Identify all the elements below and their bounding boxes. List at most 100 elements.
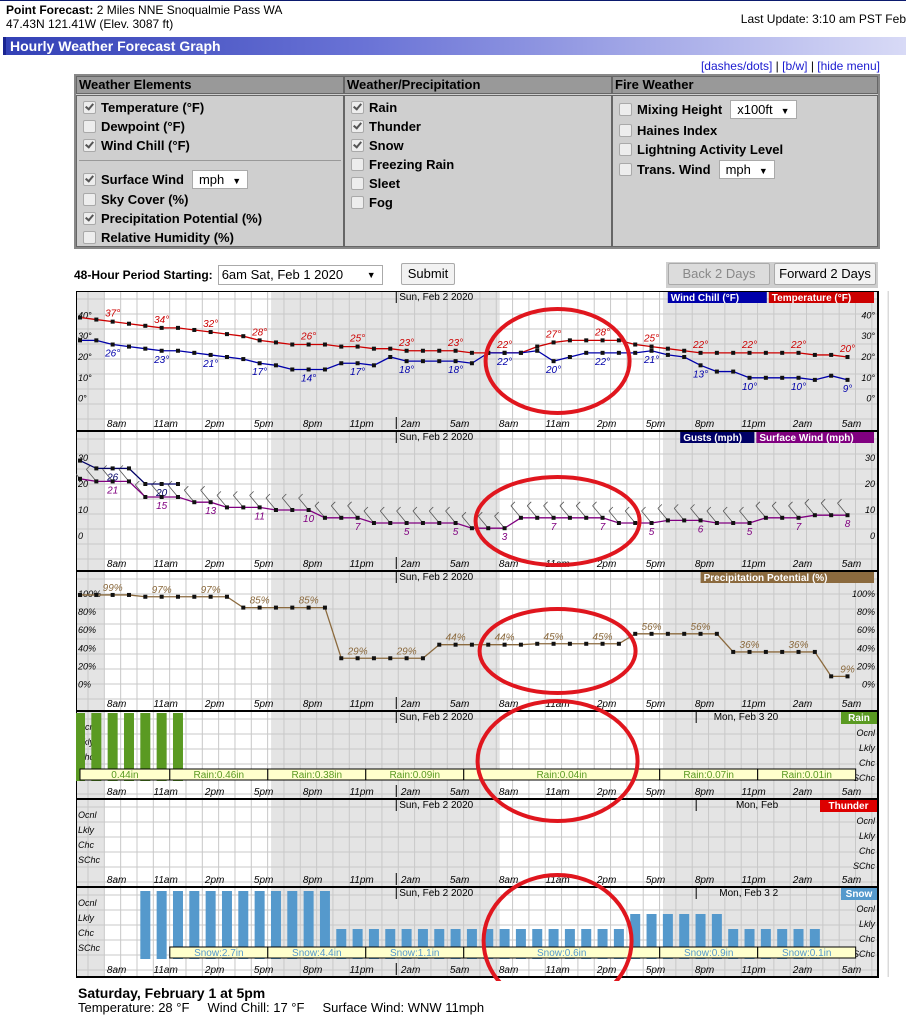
option-label: Fog — [369, 195, 393, 210]
svg-text:11pm: 11pm — [741, 965, 765, 976]
checkbox-icon[interactable] — [619, 124, 632, 137]
option-fog[interactable]: Fog — [351, 195, 393, 210]
svg-text:8pm: 8pm — [303, 965, 322, 976]
svg-text:8am: 8am — [499, 699, 518, 710]
option-haines-index[interactable]: Haines Index — [619, 123, 717, 138]
svg-text:Rain:0.07in: Rain:0.07in — [683, 770, 734, 781]
hide-menu-link[interactable]: [hide menu] — [817, 59, 880, 73]
svg-text:20%: 20% — [856, 661, 875, 671]
option-mixing-height[interactable]: Mixing Height x100ft ▼ — [619, 100, 797, 119]
option-thunder[interactable]: Thunder — [351, 119, 421, 134]
trans-wind-unit-select[interactable]: mph ▼ — [718, 160, 775, 179]
display-links: [dashes/dots] | [b/w] | [hide menu] — [701, 59, 880, 73]
checkbox-icon[interactable] — [619, 143, 632, 156]
svg-text:Chc: Chc — [78, 752, 95, 762]
option-trans-wind[interactable]: Trans. Wind mph ▼ — [619, 160, 775, 179]
option-snow[interactable]: Snow — [351, 138, 404, 153]
svg-text:Chc: Chc — [859, 846, 876, 856]
option-sky-cover[interactable]: Sky Cover (%) — [83, 192, 188, 207]
bw-link[interactable]: [b/w] — [782, 59, 808, 73]
period-selector: 48-Hour Period Starting: 6am Sat, Feb 1 … — [74, 265, 383, 285]
checkbox-icon[interactable] — [83, 120, 96, 133]
option-freezing-rain[interactable]: Freezing Rain — [351, 157, 454, 172]
svg-text:11am: 11am — [545, 419, 569, 430]
svg-text:8: 8 — [845, 519, 851, 530]
svg-text:5pm: 5pm — [646, 699, 665, 710]
svg-text:11pm: 11pm — [349, 559, 373, 570]
svg-text:0: 0 — [78, 531, 83, 541]
checkbox-icon[interactable] — [619, 163, 632, 176]
dropdown-arrow-icon: ▼ — [758, 166, 768, 176]
svg-text:5pm: 5pm — [254, 559, 273, 570]
forward-2-days-button[interactable]: Forward 2 Days — [774, 263, 876, 285]
weather-elements-body: Temperature (°F) Dewpoint (°F) Wind Chil… — [76, 95, 344, 247]
svg-text:Surface Wind (mph): Surface Wind (mph) — [759, 433, 853, 444]
back-2-days-button[interactable]: Back 2 Days — [668, 263, 770, 285]
page-title: Hourly Weather Forecast Graph — [10, 38, 221, 54]
option-wind-chill[interactable]: Wind Chill (°F) — [83, 138, 190, 153]
svg-text:Snow:0.6in: Snow:0.6in — [537, 948, 586, 959]
svg-text:11pm: 11pm — [741, 559, 765, 570]
svg-text:2am: 2am — [400, 559, 420, 570]
svg-text:8am: 8am — [499, 559, 518, 570]
checkbox-icon[interactable] — [83, 193, 96, 206]
checkbox-icon[interactable] — [351, 177, 364, 190]
surface-wind-unit-select[interactable]: mph ▼ — [191, 170, 249, 189]
checkbox-icon[interactable] — [351, 120, 364, 133]
svg-text:21°: 21° — [202, 359, 218, 370]
option-rain[interactable]: Rain — [351, 100, 397, 115]
svg-text:Mon, Feb 3 2: Mon, Feb 3 2 — [719, 888, 778, 899]
weather-precip-column: Weather/Precipitation Rain Thunder Snow … — [344, 76, 612, 247]
checkbox-icon[interactable] — [83, 173, 96, 186]
option-dewpoint[interactable]: Dewpoint (°F) — [83, 119, 185, 134]
svg-text:0: 0 — [870, 531, 875, 541]
svg-text:Snow:2.7in: Snow:2.7in — [194, 948, 243, 959]
option-temperature[interactable]: Temperature (°F) — [83, 100, 204, 115]
submit-button[interactable]: Submit — [401, 263, 455, 285]
checkbox-icon[interactable] — [83, 231, 96, 244]
svg-text:5pm: 5pm — [254, 419, 273, 430]
checkbox-icon[interactable] — [619, 103, 632, 116]
dashes-dots-link[interactable]: [dashes/dots] — [700, 59, 773, 73]
svg-text:11pm: 11pm — [349, 419, 373, 430]
svg-text:30°: 30° — [78, 331, 92, 341]
svg-text:13: 13 — [205, 506, 217, 517]
checkbox-icon[interactable] — [351, 158, 364, 171]
checkbox-icon[interactable] — [351, 196, 364, 209]
svg-text:28°: 28° — [594, 327, 610, 338]
select-value: x100ft — [737, 102, 773, 117]
checkbox-icon[interactable] — [83, 101, 96, 114]
svg-text:11: 11 — [254, 511, 264, 522]
weather-precip-body: Rain Thunder Snow Freezing Rain Sleet Fo… — [344, 95, 612, 247]
svg-text:40°: 40° — [78, 310, 92, 320]
option-sleet[interactable]: Sleet — [351, 176, 400, 191]
page-title-bar: Hourly Weather Forecast Graph — [3, 37, 906, 55]
svg-text:22°: 22° — [496, 357, 512, 368]
checkbox-icon[interactable] — [351, 101, 364, 114]
svg-text:25°: 25° — [643, 334, 659, 345]
svg-text:8am: 8am — [499, 875, 518, 886]
svg-text:11am: 11am — [545, 875, 569, 886]
link-separator: | — [807, 59, 818, 73]
option-relative-humidity[interactable]: Relative Humidity (%) — [83, 230, 234, 245]
checkbox-icon[interactable] — [351, 139, 364, 152]
period-start-select[interactable]: 6am Sat, Feb 1 2020 ▼ — [217, 265, 383, 285]
svg-text:40°: 40° — [861, 310, 875, 320]
option-surface-wind[interactable]: Surface Wind mph ▼ — [83, 170, 249, 189]
svg-text:2pm: 2pm — [596, 559, 616, 570]
svg-text:40%: 40% — [857, 643, 875, 653]
svg-text:11pm: 11pm — [741, 419, 765, 430]
option-lightning[interactable]: Lightning Activity Level — [619, 142, 783, 157]
svg-text:8pm: 8pm — [303, 419, 322, 430]
svg-text:99%: 99% — [103, 583, 123, 594]
svg-text:10: 10 — [865, 505, 875, 515]
checkbox-icon[interactable] — [83, 139, 96, 152]
svg-text:Temperature (°F): Temperature (°F) — [772, 293, 851, 304]
checkbox-icon[interactable] — [83, 212, 96, 225]
option-precip-potential[interactable]: Precipitation Potential (%) — [83, 211, 262, 226]
mixing-height-unit-select[interactable]: x100ft ▼ — [730, 100, 797, 119]
hover-detail-title: Saturday, February 1 at 5pm — [78, 985, 266, 1001]
svg-text:5am: 5am — [450, 787, 469, 798]
svg-text:7: 7 — [600, 522, 606, 533]
svg-text:14°: 14° — [301, 373, 316, 384]
